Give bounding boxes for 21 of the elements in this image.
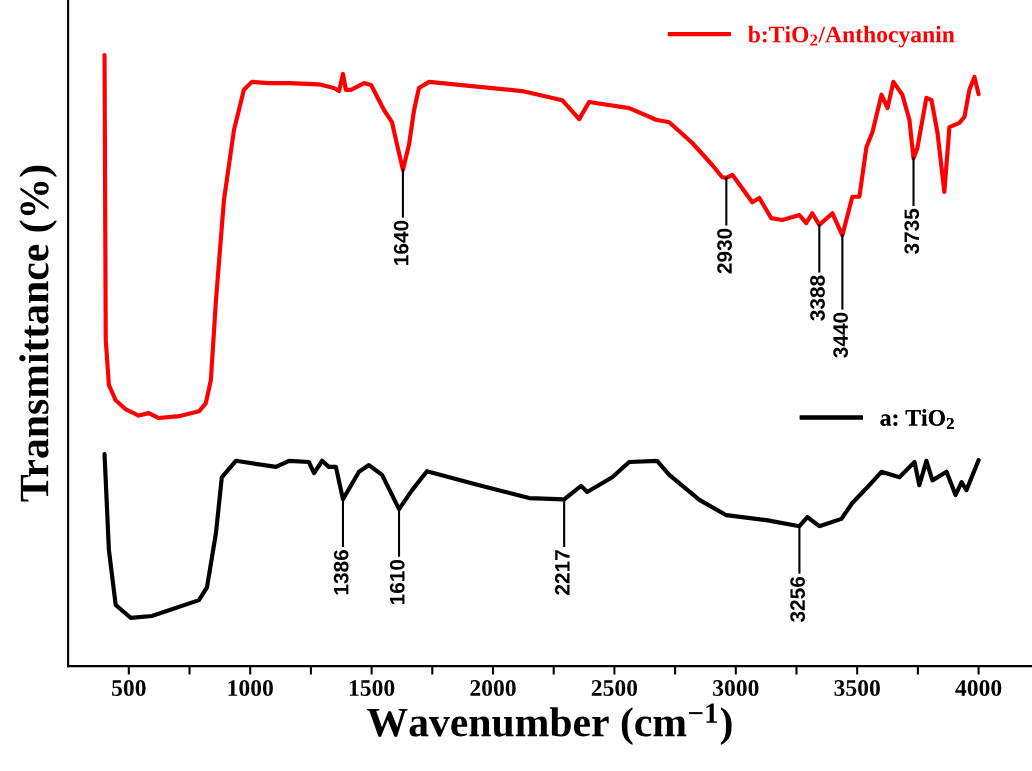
annotation: 3256 <box>790 576 806 623</box>
x-tick-label: 500 <box>112 680 146 696</box>
x-tick-label: 2000 <box>470 680 516 696</box>
annotation: 2217 <box>554 550 570 595</box>
annotation: 1386 <box>333 550 349 595</box>
x-tick-label: 3500 <box>834 680 880 696</box>
legend-label: b:TiO$_{2}$/Anthocyanin <box>748 25 955 48</box>
x-tick-label: 1500 <box>349 680 395 696</box>
annotation: 3388 <box>810 275 825 321</box>
legend-label: a: TiO$_{2}$ <box>880 409 954 429</box>
y-axis-title: Transmittance (%) <box>19 165 57 502</box>
annotation: 1610 <box>389 559 405 605</box>
annotation: 3440 <box>833 312 848 358</box>
annotation: 1640 <box>393 220 409 265</box>
x-tick-label: 1000 <box>228 680 273 696</box>
x-tick-label: 2500 <box>591 680 638 696</box>
x-tick-label: 4000 <box>955 680 1002 696</box>
x-axis-title: Wavenumber (cm$^{−1}$) <box>367 703 732 746</box>
annotation: 2930 <box>717 228 732 274</box>
x-tick-label: 3000 <box>713 680 759 696</box>
annotation: 3735 <box>904 208 920 255</box>
